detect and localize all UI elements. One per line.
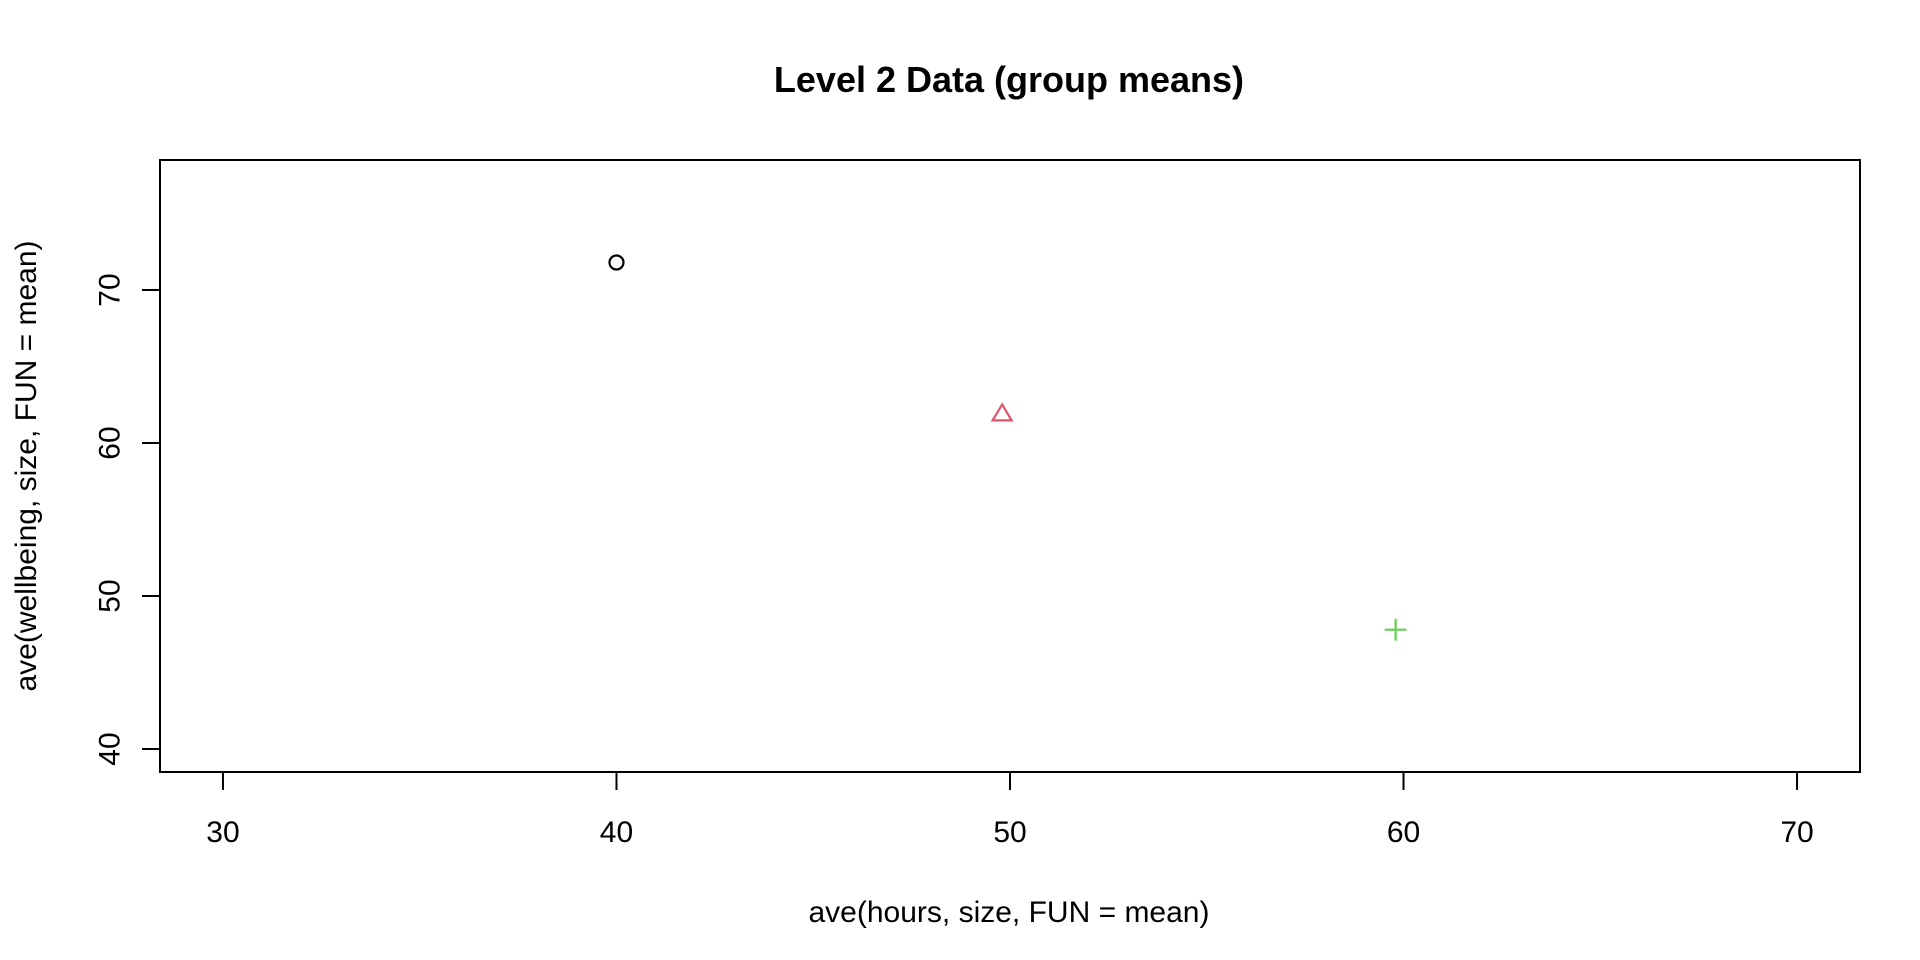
- y-tick-label: 40: [94, 732, 127, 765]
- data-points: [608, 254, 1407, 641]
- x-tick-label: 30: [206, 816, 239, 849]
- x-tick-label: 50: [993, 816, 1026, 849]
- y-tick-label: 60: [94, 426, 127, 459]
- x-tick-label: 40: [600, 816, 633, 849]
- data-point-triangle: [990, 402, 1014, 422]
- data-point-circle: [608, 254, 625, 271]
- y-tick-label: 70: [94, 273, 127, 306]
- x-tick-label: 60: [1387, 816, 1420, 849]
- chart-title: Level 2 Data (group means): [774, 59, 1244, 100]
- y-axis: 40 50 60 70: [94, 273, 161, 766]
- x-axis: 30 40 50 60 70: [206, 771, 1814, 849]
- y-axis-label: ave(wellbeing, size, FUN = mean): [10, 240, 43, 691]
- data-point-plus: [1384, 618, 1407, 641]
- x-axis-label: ave(hours, size, FUN = mean): [809, 896, 1210, 929]
- plot-frame: [159, 159, 1861, 773]
- y-tick-label: 50: [94, 579, 127, 612]
- x-tick-label: 70: [1780, 816, 1813, 849]
